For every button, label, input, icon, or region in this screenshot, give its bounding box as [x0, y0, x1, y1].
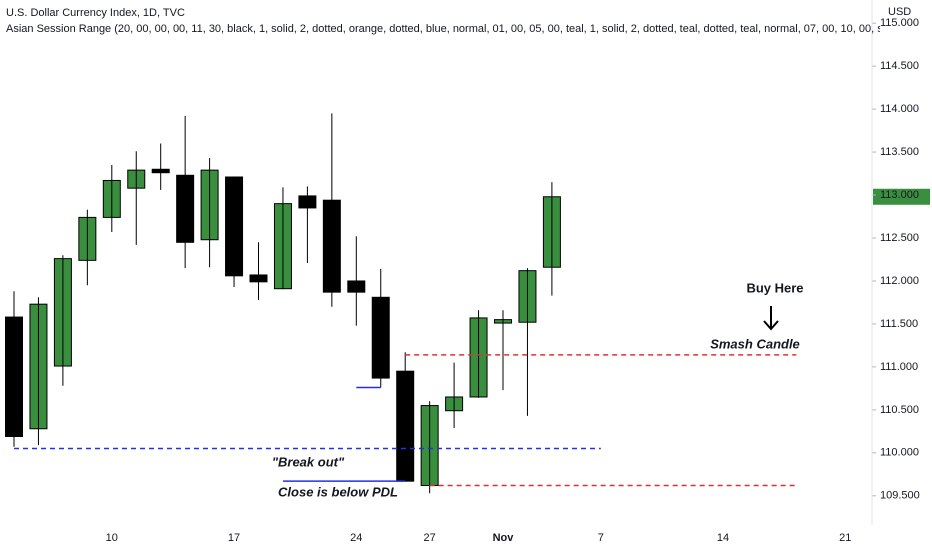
x-tick-label: 10: [106, 532, 118, 544]
y-tick-label: 113.500: [880, 146, 919, 158]
annotation: Buy Here: [746, 280, 803, 295]
arrow: [763, 306, 779, 331]
y-tick-label: 112.500: [880, 232, 919, 244]
x-tick-label: 17: [228, 532, 240, 544]
y-axis-label: USD: [888, 6, 911, 18]
y-tick-label: 111.000: [880, 361, 918, 373]
x-tick-label: 7: [598, 532, 604, 544]
x-tick-label: 21: [839, 532, 851, 544]
y-tick-label: 115.000: [880, 17, 919, 29]
indicator-label: Asian Session Range (20, 00, 00, 00, 11,…: [6, 23, 932, 35]
y-tick-label: 110.500: [880, 404, 919, 416]
last-price-tag: [873, 188, 930, 205]
x-tick-label: 24: [350, 532, 362, 544]
y-tick-label: 114.500: [880, 60, 919, 72]
annotation: Close is below PDL: [278, 484, 398, 499]
x-tick-label: 27: [424, 532, 436, 544]
x-tick-label: 14: [717, 532, 729, 544]
y-tick-label: 109.500: [880, 490, 920, 502]
y-tick-label: 111.500: [880, 318, 918, 330]
y-tick-label: 110.000: [880, 447, 919, 459]
y-tick-label: 114.000: [880, 103, 919, 115]
annotation: Smash Candle: [710, 336, 800, 351]
chart-title: U.S. Dollar Currency Index, 1D, TVC: [6, 7, 185, 19]
x-tick-label: Nov: [493, 532, 515, 544]
y-tick-label: 113.000: [880, 189, 919, 201]
y-tick-label: 112.000: [880, 275, 919, 287]
annotation: "Break out": [272, 454, 345, 469]
